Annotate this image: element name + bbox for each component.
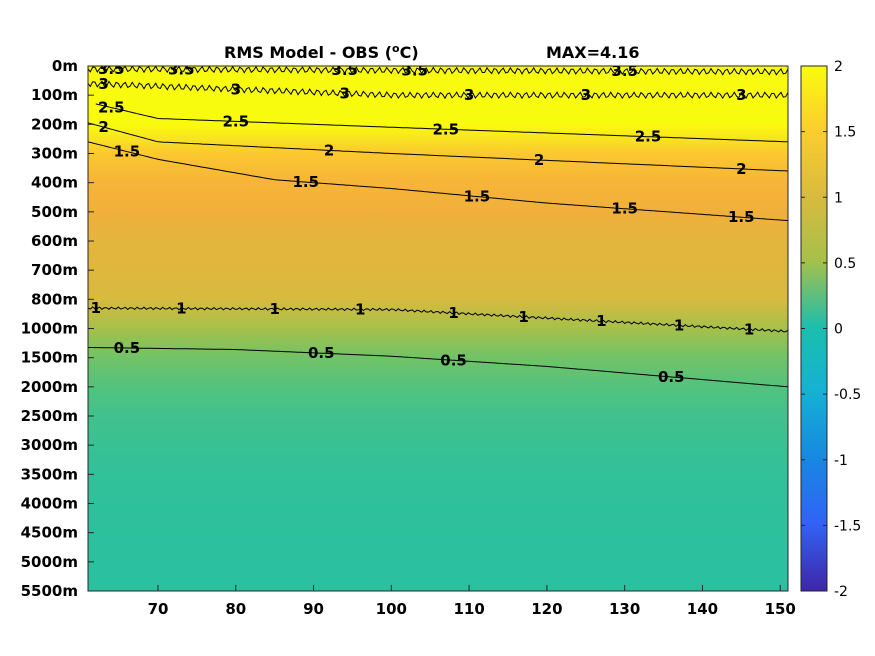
colorbar-tick-label: -1.5 [834,518,861,534]
x-tick-label: 70 [148,600,169,618]
x-tick-label: 100 [376,600,407,618]
contour-line-3.5 [88,66,788,76]
contour-line-2 [88,122,788,172]
y-tick-label: 700m [31,261,78,279]
colorbar-tick-label: 1.5 [834,125,856,141]
contour-label: 1 [448,304,458,322]
contour-label: 1 [518,308,528,326]
x-tick-label: 80 [225,600,246,618]
y-tick-label: 2000m [21,378,78,396]
x-tick-label: 150 [765,600,796,618]
max-label: MAX=4.16 [546,43,640,62]
contour-label: 1 [176,300,186,318]
contour-label: 2.5 [98,99,125,117]
contour-label: 2 [98,118,108,136]
contour-label: 3.5 [401,62,428,80]
y-tick-label: 500m [31,203,78,221]
y-tick-label: 3500m [21,465,78,483]
x-tick-label: 120 [531,600,562,618]
colorbar-tick-label: -1 [834,453,848,469]
contour-label: 3.5 [168,60,195,78]
contour-label: 1.5 [728,208,755,226]
contour-label: 2.5 [433,120,460,138]
colorbar-tick-label: 2 [834,59,843,75]
y-tick-label: 300m [31,145,78,163]
contour-line-2.5 [95,103,788,143]
contour-label: 1 [596,312,606,330]
y-tick-label: 600m [31,232,78,250]
y-tick-label: 5000m [21,553,78,571]
contour-label: 2.5 [635,128,662,146]
x-tick-label: 90 [303,600,324,618]
contour-label: 3 [736,86,746,104]
contour-label: 1 [91,299,101,317]
contour-label: 3.5 [98,60,125,78]
contour-label: 3 [339,84,349,102]
contour-label: 2 [324,141,334,159]
contour-label: 3 [581,86,591,104]
contour-label: 0.5 [440,351,467,369]
contour-label: 1 [674,316,684,334]
contour-line-3 [88,80,788,100]
colorbar-tick-label: -0.5 [834,387,861,403]
contour-label: 2 [534,151,544,169]
y-tick-label: 0m [52,57,78,75]
contour-label: 1.5 [293,173,320,191]
contour-label: 3 [98,75,108,93]
colorbar-tick-label: 1 [834,190,843,206]
x-tick-label: 130 [609,600,640,618]
y-tick-label: 3000m [21,436,78,454]
contour-label: 1.5 [464,188,491,206]
contour-label: 1 [355,300,365,318]
colorbar [800,65,828,592]
chart-title: RMS Model - OBS (oC) [224,42,419,62]
contour-label: 0.5 [114,339,141,357]
contour-label: 1 [744,320,754,338]
y-tick-label: 400m [31,174,78,192]
y-axis: 0m 100m 200m 300m 400m 500m 600m 700m 800m 1000m 1… [21,57,94,600]
contour-line-1.5 [88,141,788,222]
contour-line-1 [88,306,788,333]
x-tick-label: 140 [687,600,718,618]
contour-label: 0.5 [658,368,685,386]
contour-label: 1.5 [114,143,141,161]
contour-line-0.5 [88,347,788,388]
heatmap-field [88,66,788,591]
y-tick-label: 2500m [21,407,78,425]
contour-label: 3.5 [611,62,638,80]
contour-label: 0.5 [308,344,335,362]
y-tick-label: 1500m [21,349,78,367]
contour-label: 3.5 [331,61,358,79]
colorbar-axis: 2 1.5 1 0.5 0 -0.5 -1 -1.5 -2 [801,59,861,600]
contour-label: 1.5 [611,200,638,218]
colorbar-tick-label: 0 [834,322,843,338]
y-tick-label: 5500m [21,582,78,600]
x-tick-label: 110 [453,600,484,618]
y-tick-label: 4500m [21,524,78,542]
y-tick-label: 800m [31,290,78,308]
y-tick-label: 1000m [21,320,78,338]
colorbar-tick-label: -2 [834,584,848,600]
contour-label: 1 [269,300,279,318]
contour-label: 2 [736,160,746,178]
contour-label: 3 [464,86,474,104]
x-axis: 70 80 90 100 110 120 130 140 150 [148,585,796,618]
contour-label: 2.5 [223,112,250,130]
colorbar-tick-label: 0.5 [834,256,856,272]
y-tick-label: 100m [31,86,78,104]
y-tick-label: 200m [31,115,78,133]
y-tick-label: 4000m [21,495,78,513]
contour-label: 3 [231,80,241,98]
